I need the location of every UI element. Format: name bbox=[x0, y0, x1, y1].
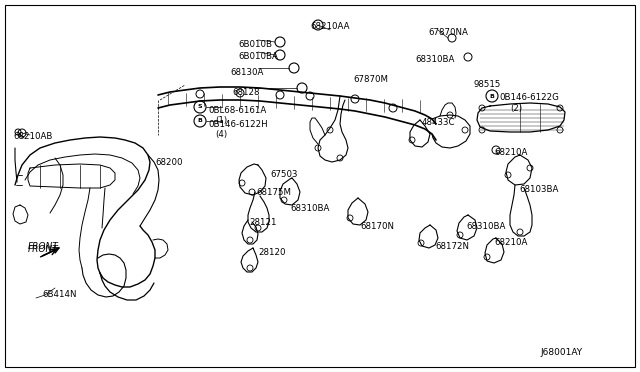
Text: 68130A: 68130A bbox=[230, 68, 264, 77]
Text: S: S bbox=[198, 105, 202, 109]
Text: 48433C: 48433C bbox=[422, 118, 456, 127]
Text: 0B146-6122G: 0B146-6122G bbox=[499, 93, 559, 102]
Text: 68310BA: 68310BA bbox=[415, 55, 454, 64]
Text: 6B010BA: 6B010BA bbox=[238, 52, 278, 61]
Text: 6B414N: 6B414N bbox=[42, 290, 77, 299]
Text: (4): (4) bbox=[215, 130, 227, 139]
Text: B: B bbox=[198, 119, 202, 124]
Text: 98515: 98515 bbox=[474, 80, 501, 89]
Text: 68210AB: 68210AB bbox=[13, 132, 52, 141]
Text: J68001AY: J68001AY bbox=[540, 348, 582, 357]
Text: 68210A: 68210A bbox=[494, 148, 527, 157]
Text: FRONT: FRONT bbox=[28, 242, 59, 251]
Text: 6B010B: 6B010B bbox=[238, 40, 272, 49]
Text: 67870M: 67870M bbox=[353, 75, 388, 84]
Text: 68172N: 68172N bbox=[435, 242, 469, 251]
Text: 68310BA: 68310BA bbox=[466, 222, 506, 231]
Text: 68200: 68200 bbox=[155, 158, 182, 167]
Text: 68210A: 68210A bbox=[494, 238, 527, 247]
Text: 68310BA: 68310BA bbox=[290, 204, 330, 213]
Text: (1): (1) bbox=[215, 116, 227, 125]
Text: (2): (2) bbox=[510, 104, 522, 113]
Text: FRONT: FRONT bbox=[28, 246, 59, 254]
Text: 68128: 68128 bbox=[232, 88, 259, 97]
Text: 68103BA: 68103BA bbox=[519, 185, 558, 194]
Text: 0BL68-6161A: 0BL68-6161A bbox=[208, 106, 266, 115]
Text: B: B bbox=[490, 93, 495, 99]
Text: 0B146-6122H: 0B146-6122H bbox=[208, 120, 268, 129]
Text: 28121: 28121 bbox=[249, 218, 276, 227]
Text: 67870NA: 67870NA bbox=[428, 28, 468, 37]
Text: 67503: 67503 bbox=[270, 170, 298, 179]
Text: 28120: 28120 bbox=[258, 248, 285, 257]
Text: 68210AA: 68210AA bbox=[310, 22, 349, 31]
Text: 68170N: 68170N bbox=[360, 222, 394, 231]
Text: 68175M: 68175M bbox=[256, 188, 291, 197]
